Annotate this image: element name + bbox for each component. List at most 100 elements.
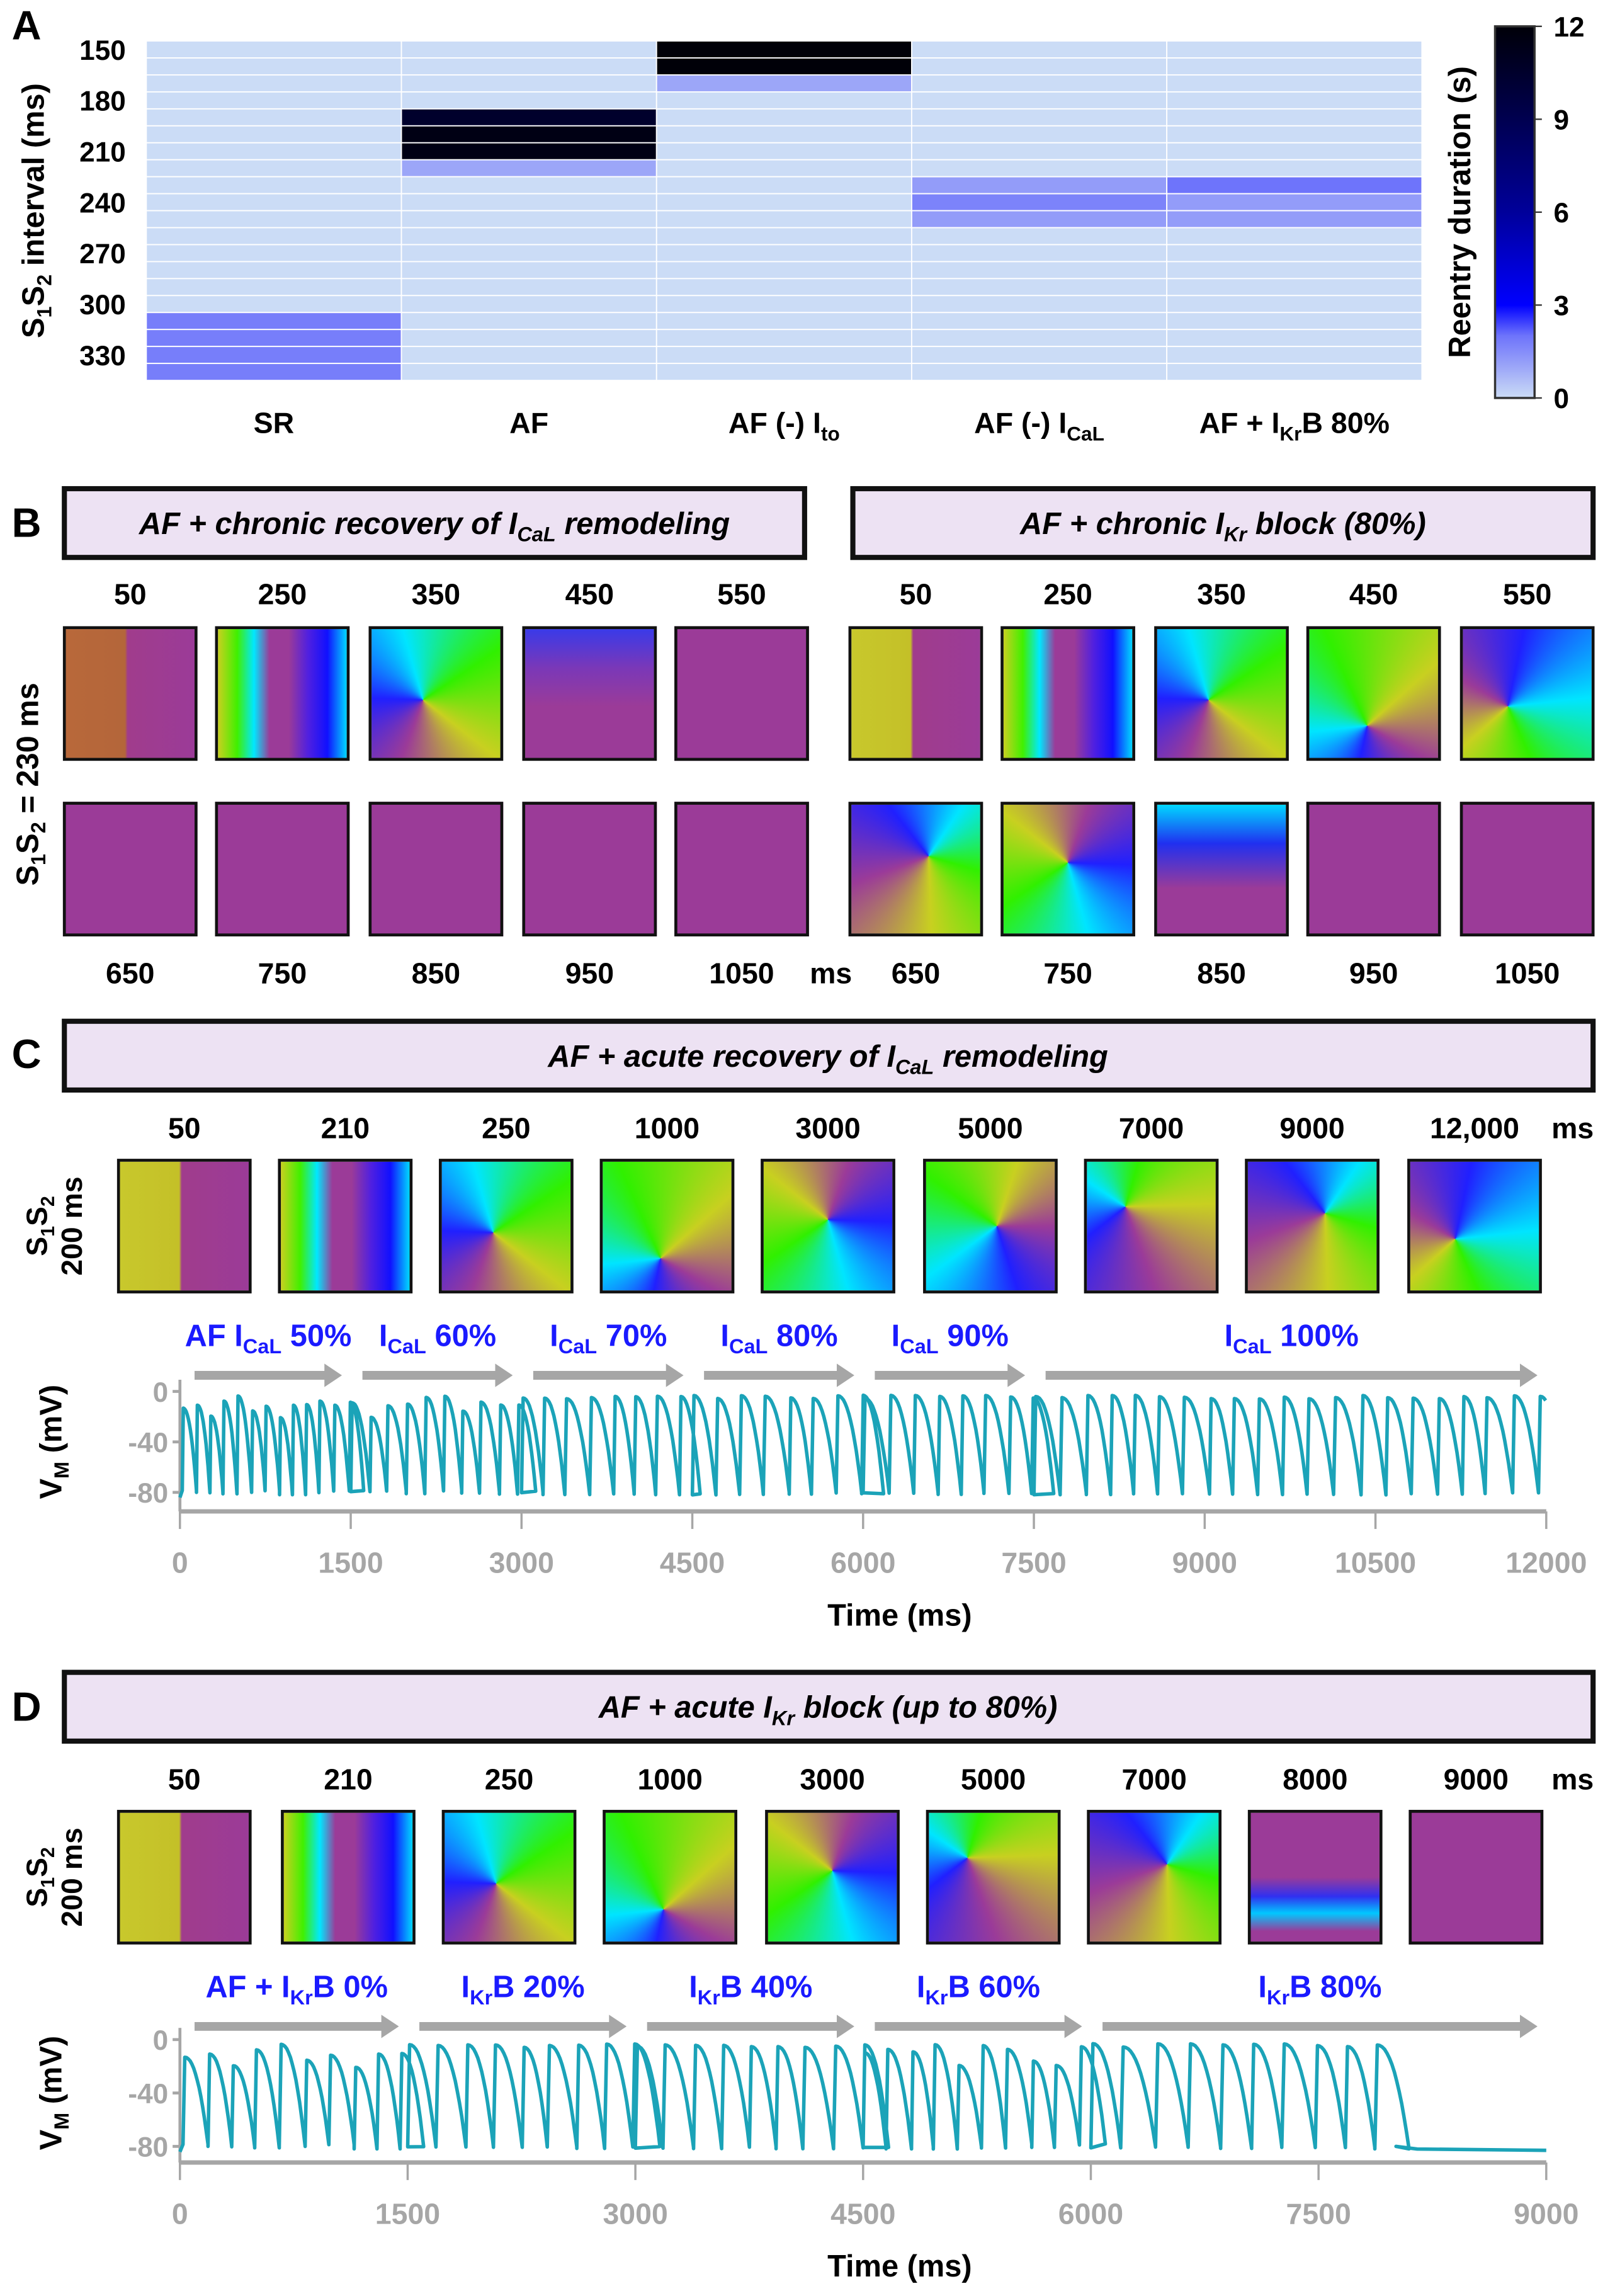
phase-label: IKrB 40% — [689, 1970, 812, 2009]
heatmap-cell — [400, 210, 657, 229]
unit-label: ms — [810, 957, 852, 989]
heatmap-y-tick-label: 240 — [79, 188, 126, 219]
snapshot-acute-ical-210 — [278, 1159, 413, 1293]
time-label: 210 — [321, 1112, 370, 1145]
y-tick-label: -80 — [128, 2132, 168, 2163]
heatmap-cell — [1166, 57, 1423, 76]
heatmap-cell — [1166, 346, 1423, 365]
heatmap-cell — [400, 125, 657, 144]
heatmap-cell — [655, 176, 912, 195]
heatmap-cell — [145, 363, 402, 382]
heatmap-cell — [400, 108, 657, 127]
heatmap-cell — [400, 57, 657, 76]
heatmap-cell — [400, 40, 657, 59]
x-tick-label: 9000 — [1514, 2198, 1578, 2231]
panel-c-title: AF + acute recovery of ICaL remodeling — [547, 1040, 1108, 1079]
heatmap-cell — [1166, 312, 1423, 331]
y-tick-label: -80 — [128, 1478, 168, 1509]
x-tick-label: 9000 — [1172, 1547, 1237, 1579]
heatmap-cell — [1166, 244, 1423, 263]
x-tick-label: 1500 — [318, 1547, 383, 1579]
snapshot-chronic-ikr-50 — [848, 626, 983, 761]
time-label: 650 — [106, 957, 155, 989]
heatmap-cell — [1166, 210, 1423, 229]
colorbar-tick-label: 12 — [1553, 12, 1584, 43]
heatmap-cell — [911, 329, 1168, 348]
colorbar-tick-label: 3 — [1553, 291, 1569, 322]
membrane-voltage-trace — [178, 1393, 1548, 1498]
heatmap-cell — [655, 295, 912, 314]
snapshot-chronic-ikr-750 — [1000, 802, 1135, 936]
time-label: 950 — [565, 957, 615, 989]
heatmap-cell — [911, 244, 1168, 263]
heatmap-cell — [655, 193, 912, 212]
heatmap-cell — [1166, 295, 1423, 314]
heatmap-cell — [1166, 278, 1423, 297]
heatmap-cell — [1166, 261, 1423, 280]
snapshot-chronic-ikr-350 — [1154, 626, 1289, 761]
x-tick-label: 6000 — [1058, 2198, 1123, 2231]
heatmap-y-tick-label: 270 — [79, 239, 126, 270]
unit-label: ms — [1551, 1112, 1594, 1145]
time-label: 950 — [1349, 957, 1398, 989]
heatmap-column-label: AF (-) ICaL — [974, 407, 1104, 445]
arrow-head-icon — [1520, 2015, 1538, 2038]
heatmap-cell — [145, 346, 402, 365]
snapshot-acute-ical-3000 — [761, 1159, 895, 1293]
heatmap-cell — [400, 278, 657, 297]
time-label: 650 — [892, 957, 941, 989]
snapshot-chronic-ikr-650 — [848, 802, 983, 936]
time-label: 250 — [485, 1763, 534, 1796]
arrow-head-icon — [666, 1363, 684, 1387]
colorbar — [1493, 25, 1536, 399]
heatmap-column-label: AF — [509, 407, 548, 440]
heatmap-cell — [1166, 108, 1423, 127]
heatmap-cell — [400, 329, 657, 348]
x-tick-label: 10500 — [1335, 1547, 1416, 1579]
arrow-head-icon — [1064, 2015, 1082, 2038]
time-label: 350 — [412, 578, 461, 611]
snapshot-acute-ical-250 — [439, 1159, 574, 1293]
heatmap-cell — [1166, 142, 1423, 161]
y-tick-label: 0 — [153, 1377, 169, 1408]
snapshot-chronic-ical-50 — [62, 626, 198, 761]
time-label: 850 — [412, 957, 461, 989]
x-tick-label: 6000 — [830, 1547, 895, 1579]
time-label: 50 — [900, 578, 932, 611]
snapshot-acute-ikr-7000 — [1087, 1810, 1222, 1945]
heatmap-cell — [400, 346, 657, 365]
heatmap-cell — [145, 261, 402, 280]
heatmap-cell — [145, 142, 402, 161]
snapshot-acute-ikr-9000 — [1408, 1810, 1544, 1945]
snapshot-chronic-ical-250 — [215, 626, 350, 761]
panel-d-header — [62, 1669, 1596, 1744]
snapshot-acute-ikr-50 — [116, 1810, 252, 1945]
heatmap-cell — [400, 261, 657, 280]
time-label: 210 — [324, 1763, 373, 1796]
panel-c-voltage-trace-chart: 0 -40 -80 0 1500 3000 4500 6000 7500 9000 10500 120… — [35, 1319, 1587, 1633]
time-label: 1000 — [635, 1112, 700, 1145]
heatmap-cell — [1166, 91, 1423, 110]
time-label: 9000 — [1279, 1112, 1344, 1145]
heatmap-cell — [400, 74, 657, 93]
x-tick-label: 1500 — [375, 2198, 440, 2231]
time-label: 250 — [258, 578, 307, 611]
heatmap-column-label: AF (-) Ito — [728, 407, 840, 445]
time-label: 3000 — [795, 1112, 860, 1145]
colorbar-tick-label: 0 — [1553, 384, 1569, 414]
x-axis-label: Time (ms) — [827, 1598, 972, 1632]
heatmap-cell — [655, 159, 912, 178]
heatmap-cell — [655, 261, 912, 280]
svg-text:200 ms: 200 ms — [55, 1827, 88, 1927]
snapshot-chronic-ikr-850 — [1154, 802, 1289, 936]
heatmap-cell — [911, 91, 1168, 110]
arrow-head-icon — [1520, 1363, 1538, 1387]
arrow-head-icon — [836, 2015, 854, 2038]
arrow-head-icon — [495, 1363, 513, 1387]
colorbar-tick-label: 6 — [1553, 198, 1569, 229]
panel-b-right-title: AF + chronic IKr block (80%) — [1019, 507, 1426, 546]
heatmap-column-label: AF + IKrB 80% — [1199, 407, 1390, 445]
time-label: 850 — [1197, 957, 1246, 989]
snapshot-acute-ical-12,000 — [1407, 1159, 1542, 1293]
heatmap-cell — [145, 278, 402, 297]
